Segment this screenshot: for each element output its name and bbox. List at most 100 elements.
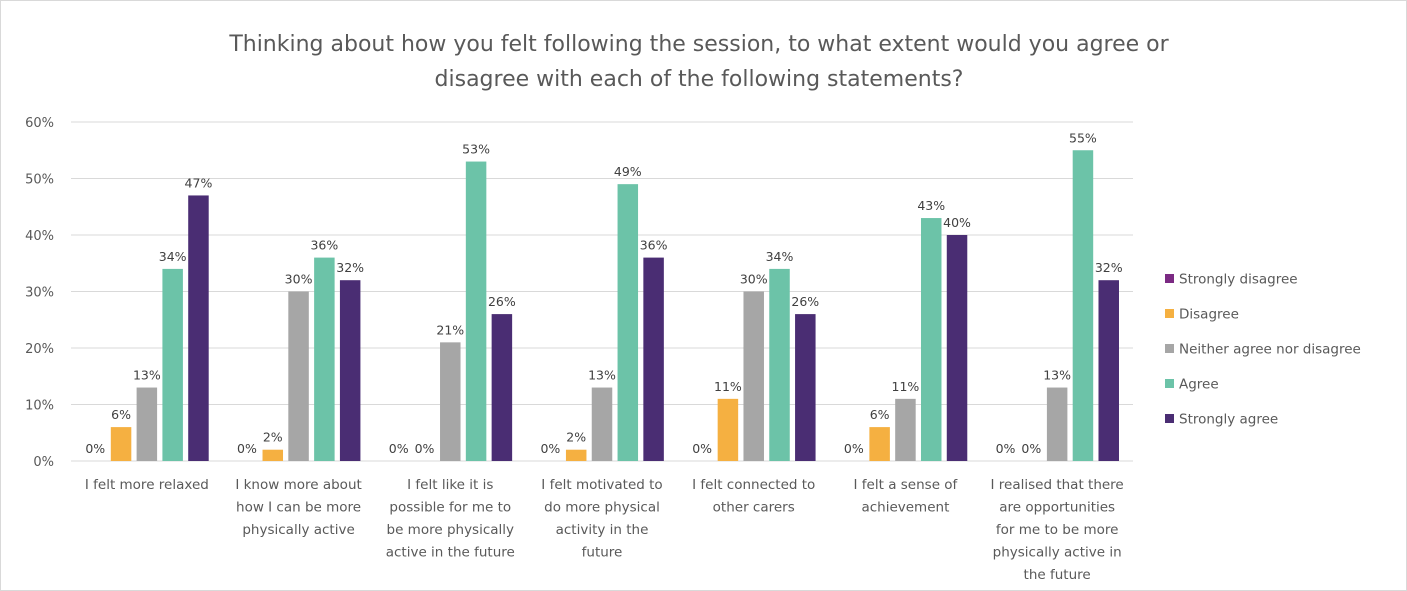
y-tick-label: 30% — [25, 286, 54, 301]
data-label: 32% — [336, 260, 364, 275]
chart-title-line-1: Thinking about how you felt following th… — [228, 32, 1169, 57]
category-label: I know more about — [235, 477, 361, 493]
data-label: 36% — [640, 238, 668, 253]
bar-strongly-agree — [643, 257, 664, 461]
category-label: do more physical — [544, 500, 660, 516]
data-label: 34% — [159, 249, 187, 264]
legend-swatch — [1165, 309, 1174, 318]
bar-disagree — [262, 449, 284, 461]
data-labels: 0% 6% 13% 34% 47% 0% 2% 30% 36% 32% 0% 0% 21% 53% 26% 0… — [85, 130, 1122, 456]
data-label: 40% — [943, 215, 971, 230]
bar-strongly-agree — [188, 195, 209, 461]
legend-swatch — [1165, 379, 1174, 388]
legend-label: Strongly disagree — [1179, 272, 1298, 288]
category-label: are opportunities — [999, 500, 1115, 516]
legend-label: Disagree — [1179, 307, 1239, 323]
category-label: be more physically — [387, 522, 515, 538]
data-label: 30% — [740, 272, 768, 287]
data-label: 34% — [766, 249, 794, 264]
legend-label: Neither agree nor disagree — [1179, 342, 1361, 358]
bar-agree — [617, 184, 639, 461]
y-tick-label: 0% — [33, 455, 54, 470]
chart-title: Thinking about how you felt following th… — [228, 32, 1169, 92]
legend-swatch — [1165, 274, 1174, 283]
legend-label: Agree — [1179, 377, 1219, 393]
bar-disagree — [565, 449, 587, 461]
data-label: 13% — [588, 368, 616, 383]
data-label: 21% — [436, 322, 464, 337]
category-label: I felt like it is — [407, 477, 493, 493]
data-label: 49% — [614, 164, 642, 179]
gridlines — [71, 121, 1133, 462]
data-label: 26% — [791, 294, 819, 309]
data-label: 30% — [285, 272, 313, 287]
bar-strongly-agree — [1098, 280, 1119, 461]
data-label: 0% — [844, 441, 864, 456]
bar-neither-agree-nor-disagree — [743, 291, 764, 461]
data-label: 0% — [692, 441, 712, 456]
category-labels: I felt more relaxed I know more about how … — [85, 477, 1124, 583]
bar-disagree — [717, 398, 739, 461]
data-label: 11% — [892, 379, 920, 394]
data-label: 6% — [870, 407, 890, 422]
category-label: the future — [1024, 567, 1091, 583]
bar-neither-agree-nor-disagree — [440, 342, 461, 461]
bar-strongly-agree — [946, 235, 968, 461]
bar-agree — [314, 257, 335, 461]
data-label: 32% — [1095, 260, 1123, 275]
category-label: possible for me to — [389, 500, 511, 516]
bar-agree — [920, 218, 942, 461]
data-label: 0% — [237, 441, 257, 456]
category-label: I realised that there — [991, 477, 1124, 493]
data-label: 0% — [85, 441, 105, 456]
bar-agree — [162, 268, 183, 461]
data-label: 36% — [310, 238, 338, 253]
bar-agree — [1072, 150, 1094, 461]
data-label: 0% — [996, 441, 1016, 456]
y-tick-label: 50% — [25, 173, 54, 188]
data-label: 26% — [488, 294, 516, 309]
data-label: 13% — [133, 368, 161, 383]
data-label: 0% — [1021, 441, 1041, 456]
data-label: 13% — [1043, 368, 1071, 383]
bar-neither-agree-nor-disagree — [895, 398, 916, 461]
data-label: 0% — [389, 441, 409, 456]
category-label: how I can be more — [236, 500, 361, 516]
legend-label: Strongly agree — [1179, 412, 1278, 428]
category-label: future — [582, 545, 623, 561]
category-label: for me to be more — [996, 522, 1119, 538]
data-label: 43% — [917, 198, 945, 213]
bar-neither-agree-nor-disagree — [136, 387, 158, 461]
category-label: activity in the — [556, 522, 649, 538]
y-tick-label: 10% — [25, 399, 54, 414]
category-label: physically active in — [993, 545, 1122, 561]
y-tick-label: 20% — [25, 342, 54, 357]
category-label: achievement — [861, 500, 949, 516]
bar-agree — [769, 268, 790, 461]
data-label: 6% — [111, 407, 131, 422]
data-label: 55% — [1069, 130, 1097, 145]
y-tick-label: 40% — [25, 229, 54, 244]
bars — [110, 150, 1119, 462]
category-label: I felt connected to — [692, 477, 815, 493]
y-tick-label: 60% — [25, 116, 54, 131]
data-label: 2% — [566, 430, 586, 445]
category-label: I felt motivated to — [541, 477, 662, 493]
category-label: I felt more relaxed — [85, 477, 209, 493]
bar-strongly-agree — [339, 280, 361, 461]
bar-neither-agree-nor-disagree — [288, 291, 309, 461]
bar-disagree — [110, 427, 132, 461]
bar-agree — [465, 161, 487, 462]
data-label: 0% — [415, 441, 435, 456]
bar-strongly-agree — [795, 314, 816, 461]
category-label: other carers — [713, 500, 795, 516]
data-label: 11% — [714, 379, 742, 394]
data-label: 53% — [462, 142, 490, 157]
bar-neither-agree-nor-disagree — [591, 387, 613, 461]
data-label: 2% — [263, 430, 283, 445]
category-label: physically active — [242, 522, 354, 538]
legend: Strongly disagree Disagree Neither agree n… — [1165, 272, 1361, 428]
category-label: active in the future — [386, 545, 515, 561]
